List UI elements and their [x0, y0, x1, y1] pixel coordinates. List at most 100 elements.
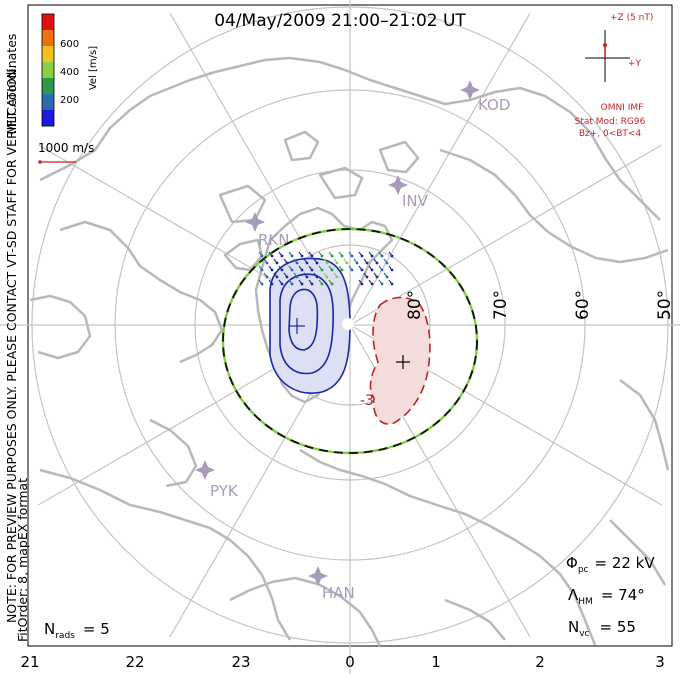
imf-z-label: +Z (5 nT): [610, 13, 653, 23]
nvc-stat: Nvc = 55: [568, 618, 636, 639]
colorbar-tick-600: 600: [60, 39, 79, 50]
station-han-marker: [308, 566, 328, 586]
lat-label-60: 60°: [573, 290, 593, 320]
vector-shaft: [313, 272, 318, 278]
vector-shaft: [318, 251, 323, 257]
velocity-colorbar: 600 400 200 Vel [m/s]: [41, 13, 99, 127]
velocity-vectors: [258, 251, 394, 286]
preview-note: NOTE: FOR PREVIEW PURPOSES ONLY. PLEASE …: [4, 65, 19, 623]
island-coast: [318, 166, 364, 200]
mlt-axis: 21 22 23 0 1 2 3: [20, 653, 664, 671]
eurasia-coast: [299, 448, 597, 646]
station-label-inv: INV: [402, 192, 429, 210]
imf-model: Stat Mod: RG96: [575, 117, 646, 127]
reference-vector-label: 1000 m/s: [38, 141, 94, 155]
radar-stations: [195, 80, 480, 586]
hm-boundary-dashed: [222, 228, 478, 454]
vector-shaft: [303, 272, 308, 278]
colorbar-segment: [42, 94, 54, 111]
island-coast: [378, 140, 420, 174]
colorbar-tick-200: 200: [60, 95, 79, 106]
station-label-han: HAN: [322, 584, 355, 602]
lat-label-70: 70°: [491, 290, 511, 320]
vector-shaft: [358, 279, 363, 285]
colorbar-segment: [42, 62, 54, 79]
mlt-tick-2: 2: [535, 653, 545, 671]
reference-vector: 1000 m/s: [38, 141, 94, 164]
coast-east: [609, 519, 667, 586]
vector-shaft: [363, 272, 368, 278]
station-pyk-marker: [195, 460, 215, 480]
imf-source: OMNI IMF: [601, 103, 644, 113]
mlt-tick-3: 3: [655, 653, 665, 671]
map-statistics: Φpc = 22 kV ΛHM = 74° Nvc = 55 Nrads = 5: [44, 554, 655, 641]
vector-shaft: [298, 279, 303, 285]
vector-shaft: [388, 265, 393, 271]
vector-shaft: [278, 265, 283, 271]
vector-shaft: [288, 279, 293, 285]
lat-label-50: 50°: [655, 290, 675, 320]
vector-shaft: [348, 265, 353, 271]
vector-shaft: [348, 251, 353, 257]
vector-shaft: [353, 258, 358, 264]
vector-shaft: [258, 279, 263, 285]
vector-shaft: [383, 258, 388, 264]
pole-gap: [342, 318, 354, 330]
mlt-tick-22: 22: [125, 653, 144, 671]
vector-shaft: [283, 258, 288, 264]
vector-shaft: [268, 279, 273, 285]
vector-shaft: [358, 265, 363, 271]
station-kod-marker: [460, 80, 480, 100]
vector-shaft: [333, 272, 338, 278]
vector-shaft: [308, 279, 313, 285]
vector-shaft: [323, 272, 328, 278]
vector-shaft: [313, 258, 318, 264]
vector-shaft: [318, 265, 323, 271]
neg-contour-inner: [288, 288, 319, 351]
island-coast: [283, 130, 320, 162]
vector-shaft: [288, 265, 293, 271]
mlt-tick-21: 21: [20, 653, 39, 671]
colorbar-segment: [42, 46, 54, 63]
colorbar-title: Vel [m/s]: [88, 46, 99, 90]
mlt-meridian: [349, 144, 663, 326]
vector-shaft: [263, 272, 268, 278]
vector-shaft: [333, 258, 338, 264]
vector-shaft: [373, 258, 378, 264]
north-america-coast: [439, 148, 669, 264]
vector-shaft: [378, 279, 383, 285]
station-label-pyk: PYK: [210, 482, 239, 500]
coast-west: [149, 418, 198, 488]
vector-shaft: [388, 279, 393, 285]
eurasia-coast: [39, 468, 292, 641]
vector-shaft: [338, 265, 343, 271]
pos-potential-max-marker: [396, 355, 410, 369]
vector-shaft: [268, 265, 273, 271]
coastlines: [29, 56, 670, 647]
station-label-kod: KOD: [478, 96, 510, 114]
imf-indicator: +Z (5 nT) +Y OMNI IMF Stat Mod: RG96 Bz+…: [575, 13, 654, 139]
negative-potential-cell: [269, 257, 351, 394]
contour-label: -3: [360, 393, 374, 409]
imf-y-label: +Y: [628, 59, 642, 69]
colorbar-frame: [41, 13, 55, 127]
mlt-tick-0: 0: [345, 653, 355, 671]
vector-shaft: [328, 265, 333, 271]
coast-east: [619, 379, 670, 471]
vector-shaft: [373, 272, 378, 278]
coord-label: MLT coordinates: [4, 34, 19, 135]
vector-shaft: [363, 258, 368, 264]
positive-potential-cell: -3: [360, 296, 431, 425]
vector-shaft: [293, 272, 298, 278]
vector-shaft: [328, 251, 333, 257]
station-labels: KOD INV RKN PYK HAN: [210, 96, 510, 602]
imf-vector-head: [603, 43, 607, 47]
vector-shaft: [368, 265, 373, 271]
vector-shaft: [273, 272, 278, 278]
vector-shaft: [268, 251, 273, 257]
vector-shaft: [298, 265, 303, 271]
imf-condition: Bz+, 0<BT<4: [579, 129, 642, 139]
colorbar-tick-400: 400: [60, 67, 79, 78]
vector-shaft: [308, 251, 313, 257]
